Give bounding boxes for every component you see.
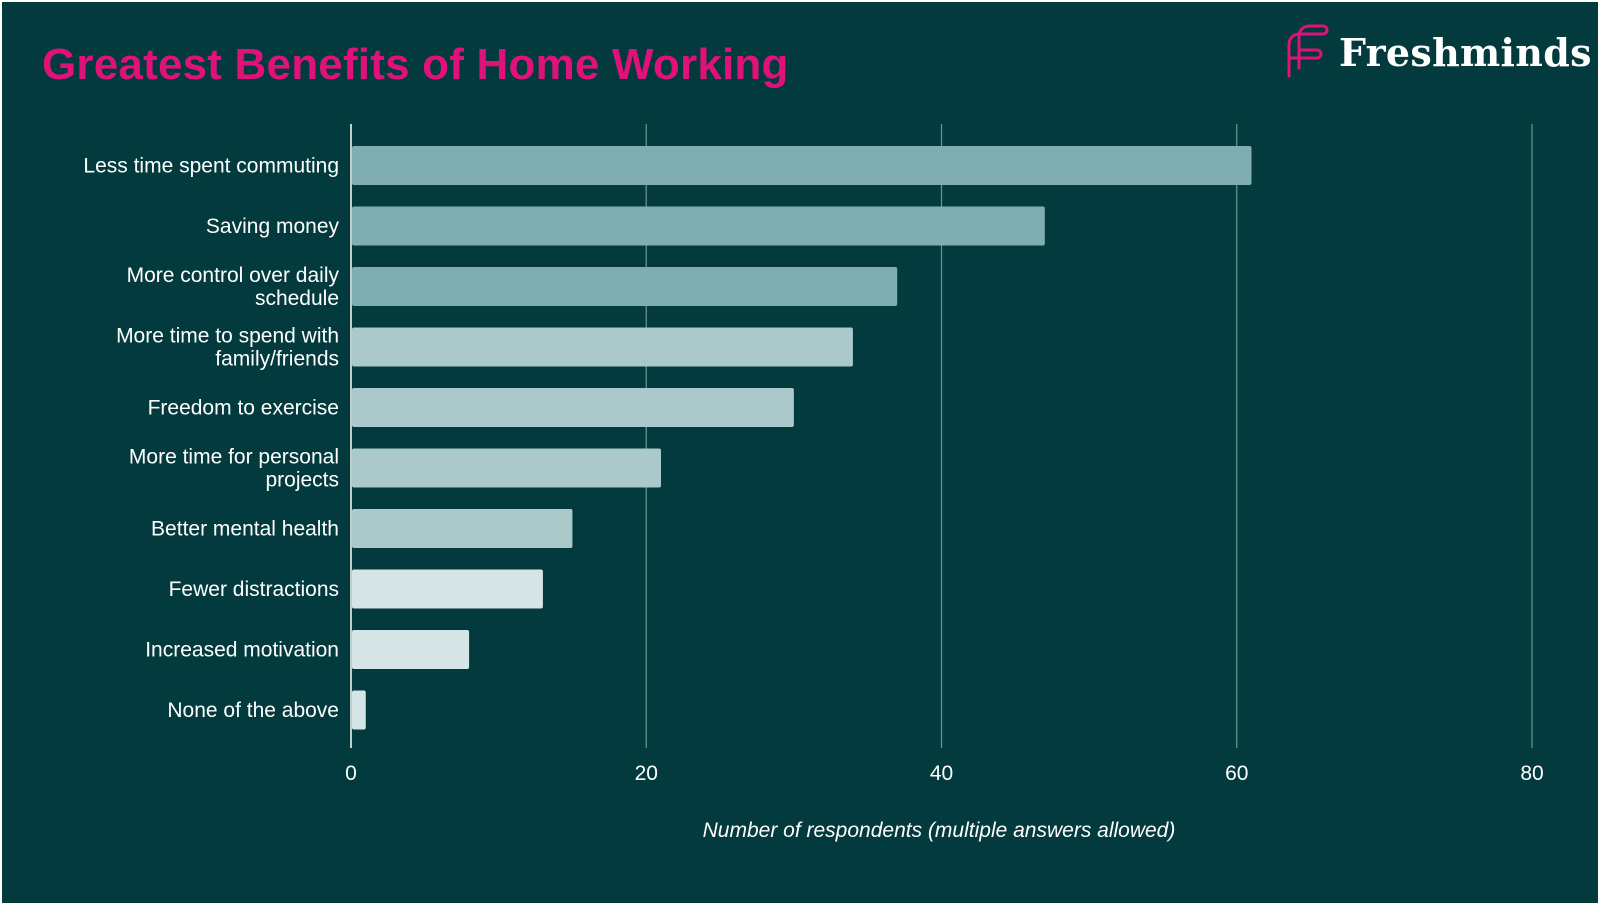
- bar: [352, 569, 543, 609]
- category-label: Better mental health: [151, 518, 339, 541]
- category-label: Fewer distractions: [169, 578, 339, 601]
- x-tick-label: 60: [1225, 762, 1248, 785]
- chart-title: Greatest Benefits of Home Working: [42, 40, 789, 89]
- category-label: None of the above: [167, 699, 339, 722]
- bar: [352, 690, 366, 730]
- x-axis-title: Number of respondents (multiple answers …: [703, 819, 1176, 842]
- category-label: Saving money: [206, 215, 340, 238]
- bar: [352, 448, 662, 488]
- x-tick-label: 0: [345, 762, 357, 785]
- category-label: More time to spend with family/friends: [116, 325, 339, 371]
- brand-name: Freshminds: [1339, 29, 1592, 75]
- bar: [352, 327, 853, 367]
- bars: [352, 146, 1252, 730]
- bar: [352, 388, 794, 427]
- category-label: Increased motivation: [145, 639, 339, 662]
- bar: [352, 267, 898, 306]
- freshminds-logo-icon: [1287, 24, 1329, 78]
- category-labels: Less time spent commuting Saving money Mor…: [83, 155, 339, 723]
- category-label: More time for personal projects: [129, 446, 339, 492]
- brand-logo: Freshminds: [1285, 24, 1592, 80]
- bar: [352, 630, 470, 669]
- category-label: Freedom to exercise: [148, 397, 339, 420]
- bar: [352, 146, 1252, 185]
- x-tick-label: 40: [930, 762, 953, 785]
- category-label: Less time spent commuting: [83, 155, 339, 178]
- x-tick-label: 80: [1520, 762, 1543, 785]
- bar: [352, 206, 1045, 246]
- bar: [352, 509, 573, 548]
- x-tick-label: 20: [635, 762, 658, 785]
- x-tick-labels: 0 20 40 60 80: [345, 762, 1544, 785]
- category-label: More control over daily schedule: [127, 264, 340, 310]
